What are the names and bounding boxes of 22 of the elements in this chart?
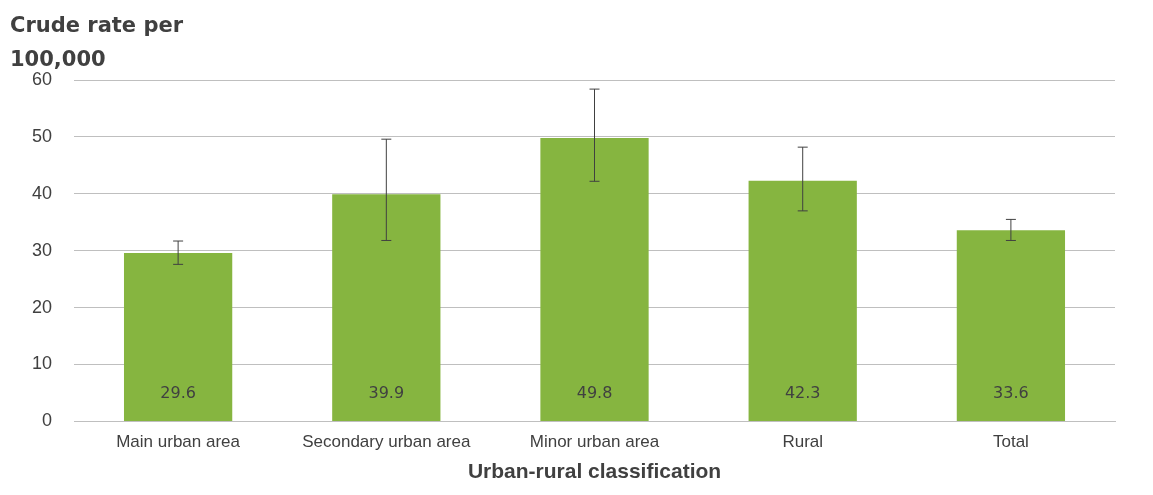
bar xyxy=(748,180,857,421)
y-tick-label: 40 xyxy=(31,182,53,203)
y-tick-label: 0 xyxy=(42,410,53,431)
x-tick-label: Rural xyxy=(782,432,824,452)
data-label: 49.8 xyxy=(576,382,613,402)
bar xyxy=(956,230,1066,421)
x-tick-label: Main urban area xyxy=(116,432,241,452)
y-tick-label: 10 xyxy=(31,353,53,374)
x-tick-label: Secondary urban area xyxy=(302,432,471,452)
y-tick-label: 50 xyxy=(31,125,53,146)
x-tick-label: Minor urban area xyxy=(529,432,660,452)
data-label: 29.6 xyxy=(160,382,196,402)
data-label: 33.6 xyxy=(993,382,1029,402)
bar xyxy=(332,194,441,421)
x-tick-label: Total xyxy=(992,432,1029,452)
x-axis-title: Urban-rural classification xyxy=(467,459,722,483)
bar xyxy=(123,252,233,421)
y-tick-label: 30 xyxy=(31,239,53,260)
data-label: 42.3 xyxy=(784,382,821,402)
y-tick-label: 20 xyxy=(31,296,53,317)
data-label: 39.9 xyxy=(368,382,405,402)
bar xyxy=(540,138,649,421)
